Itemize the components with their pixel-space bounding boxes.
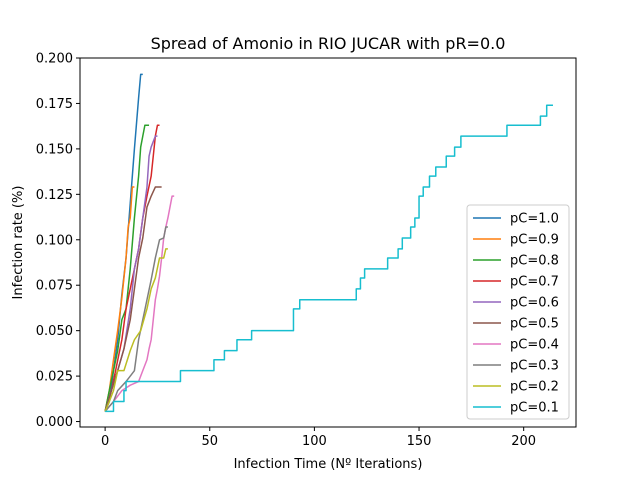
x-tick-label: 100 [302,434,327,449]
series-line-7 [104,195,175,412]
legend-label-4: pC=0.7 [510,275,559,290]
chart-title: Spread of Amonio in RIO JUCAR with pR=0.… [151,34,506,53]
plot-frame [79,57,577,428]
series-line-10 [105,104,553,413]
y-tick-label: 0.025 [36,370,73,385]
series-line-3 [104,124,150,412]
x-tick-label: 50 [201,434,218,449]
y-tick-label: 0.000 [36,415,73,430]
legend-label-5: pC=0.6 [510,296,559,311]
legend-label-9: pC=0.2 [510,380,559,395]
legend-label-2: pC=0.9 [510,233,559,248]
y-tick-label: 0.175 [36,97,73,112]
y-tick-label: 0.200 [36,52,73,67]
x-tick-label: 150 [407,434,432,449]
y-tick-label: 0.075 [36,279,73,294]
x-axis: 0 50 100 150 200 [101,427,536,449]
y-tick-label: 0.100 [36,233,73,248]
legend: pC=1.0 pC=0.9 pC=0.8 pC=0.7 pC=0.6 pC=0.5 pC=0… [466,204,570,420]
series-line-2 [104,186,135,412]
y-tick-label: 0.150 [36,142,73,157]
legend-label-8: pC=0.3 [510,359,559,374]
series-group [104,73,553,413]
x-tick-label: 200 [511,434,536,449]
x-axis-label: Infection Time (Nº Iterations) [234,457,423,472]
legend-label-6: pC=0.5 [510,317,559,332]
y-axis-label: Infection rate (%) [11,186,26,300]
legend-label-3: pC=0.8 [510,254,559,269]
x-tick-label: 0 [101,434,109,449]
series-line-9 [104,248,168,412]
y-axis: 0.000 0.025 0.050 0.075 0.100 0.125 0.150 0.175… [36,52,80,430]
legend-label-1: pC=1.0 [510,212,559,227]
series-line-8 [104,226,168,412]
legend-label-10: pC=0.1 [510,401,559,416]
legend-label-7: pC=0.4 [510,338,559,353]
y-tick-label: 0.125 [36,188,73,203]
y-tick-label: 0.050 [36,324,73,339]
